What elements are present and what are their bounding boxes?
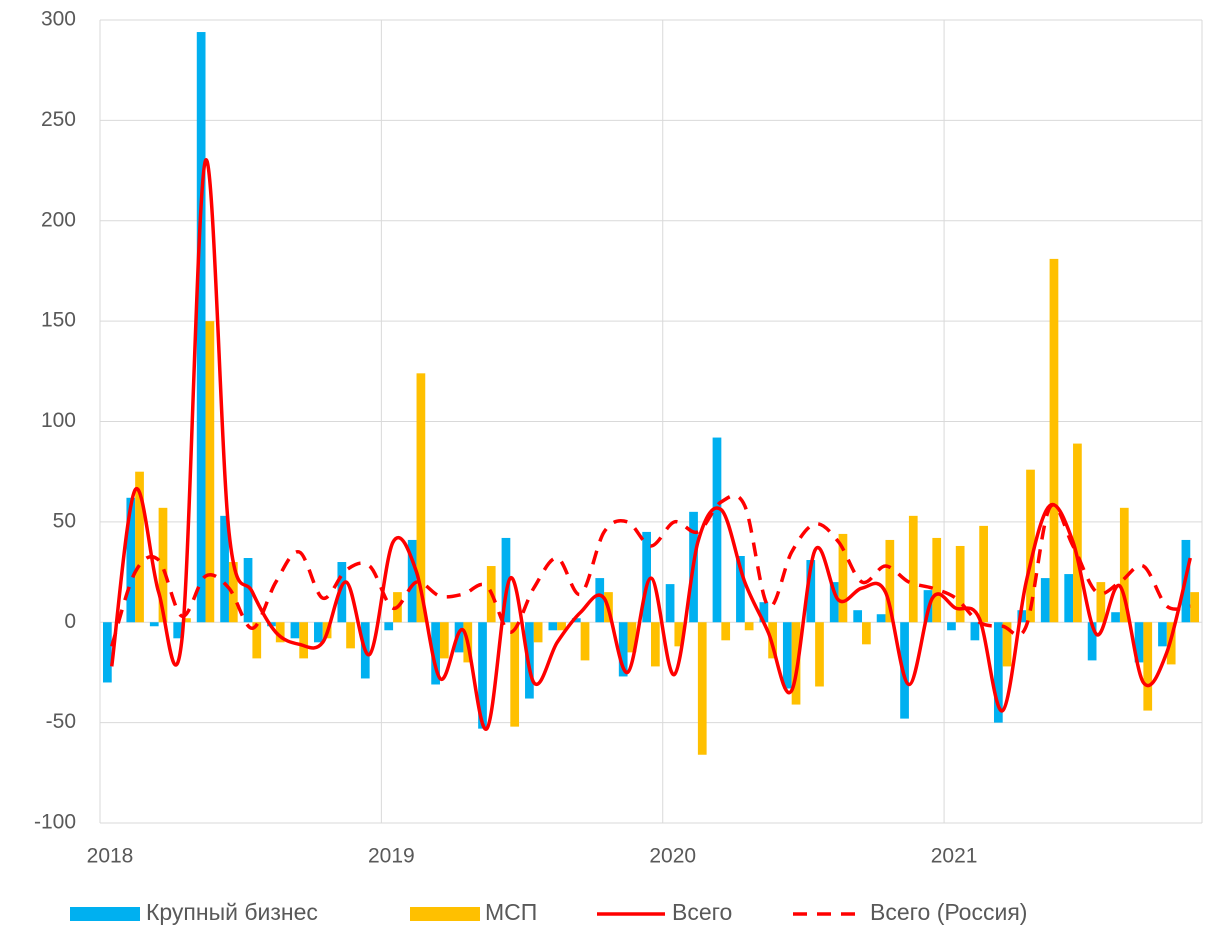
- line: [109, 158, 1192, 731]
- bar: [337, 562, 347, 623]
- bar: [1040, 578, 1050, 623]
- bar: [993, 622, 1003, 723]
- y-tick-label: -50: [46, 710, 76, 733]
- bar: [314, 622, 323, 643]
- bar: [439, 622, 449, 659]
- bar: [299, 622, 309, 659]
- x-tick-label: 2019: [368, 845, 415, 868]
- bar: [290, 622, 300, 639]
- bar: [416, 373, 426, 623]
- bar: [1134, 622, 1144, 663]
- legend-label: Всего: [672, 899, 732, 925]
- bar: [149, 622, 159, 627]
- line: [110, 493, 1191, 647]
- bar: [346, 622, 355, 649]
- bar: [736, 556, 745, 623]
- bar: [815, 622, 824, 687]
- y-tick-label: 50: [53, 509, 76, 532]
- y-tick-label: 300: [41, 8, 76, 31]
- bar: [533, 622, 543, 643]
- bar: [782, 622, 792, 689]
- bar: [642, 531, 651, 623]
- legend-label: Крупный бизнес: [146, 899, 318, 925]
- bar: [571, 618, 581, 623]
- bar: [1064, 574, 1074, 623]
- bar: [1190, 592, 1199, 623]
- bar: [651, 622, 660, 667]
- bar: [712, 437, 722, 623]
- bar: [1049, 258, 1059, 623]
- bar: [431, 622, 440, 685]
- bar: [1073, 443, 1082, 623]
- bar: [384, 622, 394, 631]
- x-tick-label: 2018: [87, 845, 134, 868]
- bar: [252, 622, 262, 659]
- bar: [220, 515, 229, 623]
- bar: [1143, 622, 1153, 711]
- bar: [876, 614, 886, 623]
- x-tick-label: 2020: [649, 845, 696, 868]
- bar: [806, 560, 816, 623]
- bar: [908, 515, 918, 623]
- legend-swatch: [70, 907, 140, 921]
- bar: [173, 622, 183, 639]
- bar: [829, 582, 839, 623]
- bar: [955, 545, 965, 623]
- bar: [1026, 469, 1035, 623]
- bar: [478, 622, 487, 729]
- bar: [979, 525, 988, 623]
- y-tick-label: 200: [41, 208, 76, 231]
- bar: [627, 622, 637, 653]
- bar: [595, 578, 605, 623]
- bar: [275, 622, 285, 643]
- bar: [759, 602, 769, 623]
- bar: [744, 622, 754, 631]
- bar: [182, 618, 191, 623]
- bar: [970, 622, 980, 641]
- bar: [580, 622, 590, 661]
- bar: [721, 622, 731, 641]
- bar: [932, 537, 942, 623]
- bar: [407, 539, 417, 623]
- bar: [243, 558, 253, 623]
- bar: [853, 610, 863, 623]
- bar: [1096, 582, 1106, 623]
- bar: [862, 622, 871, 645]
- bar: [510, 622, 520, 727]
- bar: [135, 471, 144, 623]
- bar: [674, 622, 684, 647]
- y-tick-label: 150: [41, 309, 76, 332]
- bar: [665, 584, 675, 623]
- legend-label: МСП: [485, 899, 537, 925]
- bar: [126, 497, 136, 623]
- bar: [548, 622, 558, 631]
- bar: [1119, 507, 1129, 623]
- y-tick-label: 250: [41, 108, 76, 131]
- bar: [697, 622, 707, 755]
- bar: [947, 622, 956, 631]
- y-tick-label: -100: [34, 811, 76, 834]
- bar: [557, 622, 566, 631]
- y-tick-label: 0: [64, 610, 76, 633]
- bar: [618, 622, 628, 677]
- bar: [103, 622, 112, 683]
- bar: [838, 533, 848, 623]
- bar: [885, 539, 895, 623]
- x-tick-label: 2021: [931, 845, 978, 868]
- bar: [454, 622, 464, 653]
- bar: [1002, 622, 1012, 667]
- bar: [196, 32, 206, 623]
- bar: [158, 507, 168, 623]
- legend-label: Всего (Россия): [870, 899, 1027, 925]
- bar: [205, 321, 215, 623]
- bar: [1111, 612, 1120, 623]
- bar: [501, 537, 511, 623]
- bar: [1158, 622, 1167, 647]
- legend-swatch: [410, 907, 480, 921]
- y-tick-label: 100: [41, 409, 76, 432]
- bar: [1087, 622, 1097, 661]
